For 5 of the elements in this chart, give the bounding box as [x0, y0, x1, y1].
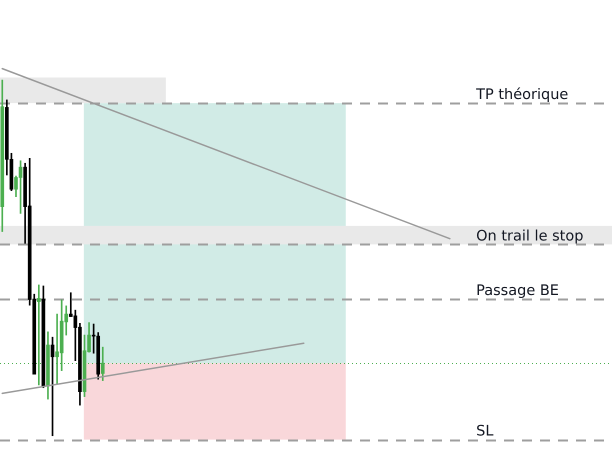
ref-line-label: TP théorique — [475, 87, 568, 104]
ref-line-label: On trail le stop — [476, 228, 584, 244]
ref-line-label: Passage BE — [476, 282, 559, 299]
candlestick — [50, 336, 54, 436]
ref-line-label: SL — [476, 424, 494, 440]
